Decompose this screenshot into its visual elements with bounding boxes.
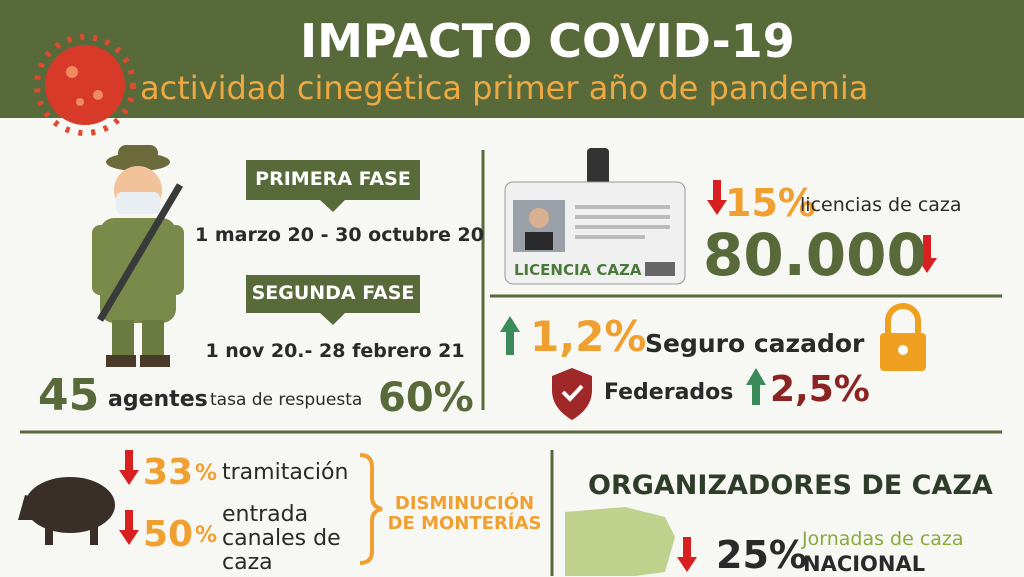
hunt-label: tramitación bbox=[222, 460, 349, 485]
organizers-title: ORGANIZADORES DE CAZA bbox=[588, 470, 993, 501]
insurance-label: Seguro cazador bbox=[645, 329, 865, 358]
hunter-icon bbox=[92, 145, 184, 367]
brace bbox=[359, 453, 383, 565]
phase-pointer bbox=[320, 200, 345, 212]
down-arrow bbox=[707, 180, 727, 215]
spain-map bbox=[565, 507, 675, 576]
insurance-change: 1,2% bbox=[530, 312, 647, 361]
rate-value: 60% bbox=[378, 375, 474, 421]
header-band bbox=[0, 0, 1024, 118]
agents-count: 45 bbox=[38, 370, 100, 421]
down-arrow bbox=[917, 235, 937, 273]
down-arrow bbox=[119, 450, 139, 485]
organizers-label: Jornadas de caza bbox=[802, 528, 964, 550]
licence-change: 15% bbox=[725, 181, 816, 225]
hunt-unit: % bbox=[195, 461, 218, 486]
federated-label: Federados bbox=[604, 380, 734, 405]
hunt-unit: % bbox=[195, 523, 218, 548]
card-label: LICENCIA CAZA bbox=[514, 261, 642, 279]
lock-icon bbox=[880, 303, 926, 371]
licence-total: 80.000 bbox=[703, 221, 927, 289]
phase-box bbox=[246, 275, 420, 313]
up-arrow bbox=[500, 316, 520, 355]
organizers-value: 25% bbox=[716, 533, 807, 577]
hunt-value: 50 bbox=[143, 514, 194, 555]
phase-dates: 1 marzo 20 - 30 octubre 20 bbox=[195, 224, 484, 246]
up-arrow bbox=[746, 368, 766, 405]
hunts-summary: DISMINUCIÓN DE MONTERÍAS bbox=[387, 493, 542, 534]
hunt-value: 33 bbox=[143, 452, 194, 493]
boar-icon bbox=[18, 477, 115, 545]
title: IMPACTO COVID-19 bbox=[300, 14, 795, 68]
licence-label: licencias de caza bbox=[800, 194, 962, 216]
rate-label: tasa de respuesta bbox=[210, 390, 363, 410]
phase-label: SEGUNDA FASE bbox=[251, 282, 415, 304]
organizers-scope: NACIONAL bbox=[803, 552, 926, 576]
phase-pointer bbox=[320, 313, 345, 325]
phase-label: PRIMERA FASE bbox=[255, 168, 411, 190]
virus-icon bbox=[34, 34, 136, 136]
federated-change: 2,5% bbox=[770, 369, 870, 410]
agents-label: agentes bbox=[108, 387, 208, 412]
hunt-label: entrada canales de caza bbox=[222, 502, 341, 575]
licence-card bbox=[504, 148, 686, 285]
down-arrow bbox=[677, 537, 697, 572]
phase-box bbox=[246, 160, 420, 200]
phase-dates: 1 nov 20.- 28 febrero 21 bbox=[205, 340, 465, 362]
shield-icon bbox=[552, 368, 592, 420]
subtitle: actividad cinegética primer año de pande… bbox=[140, 69, 869, 107]
down-arrow bbox=[119, 510, 139, 545]
